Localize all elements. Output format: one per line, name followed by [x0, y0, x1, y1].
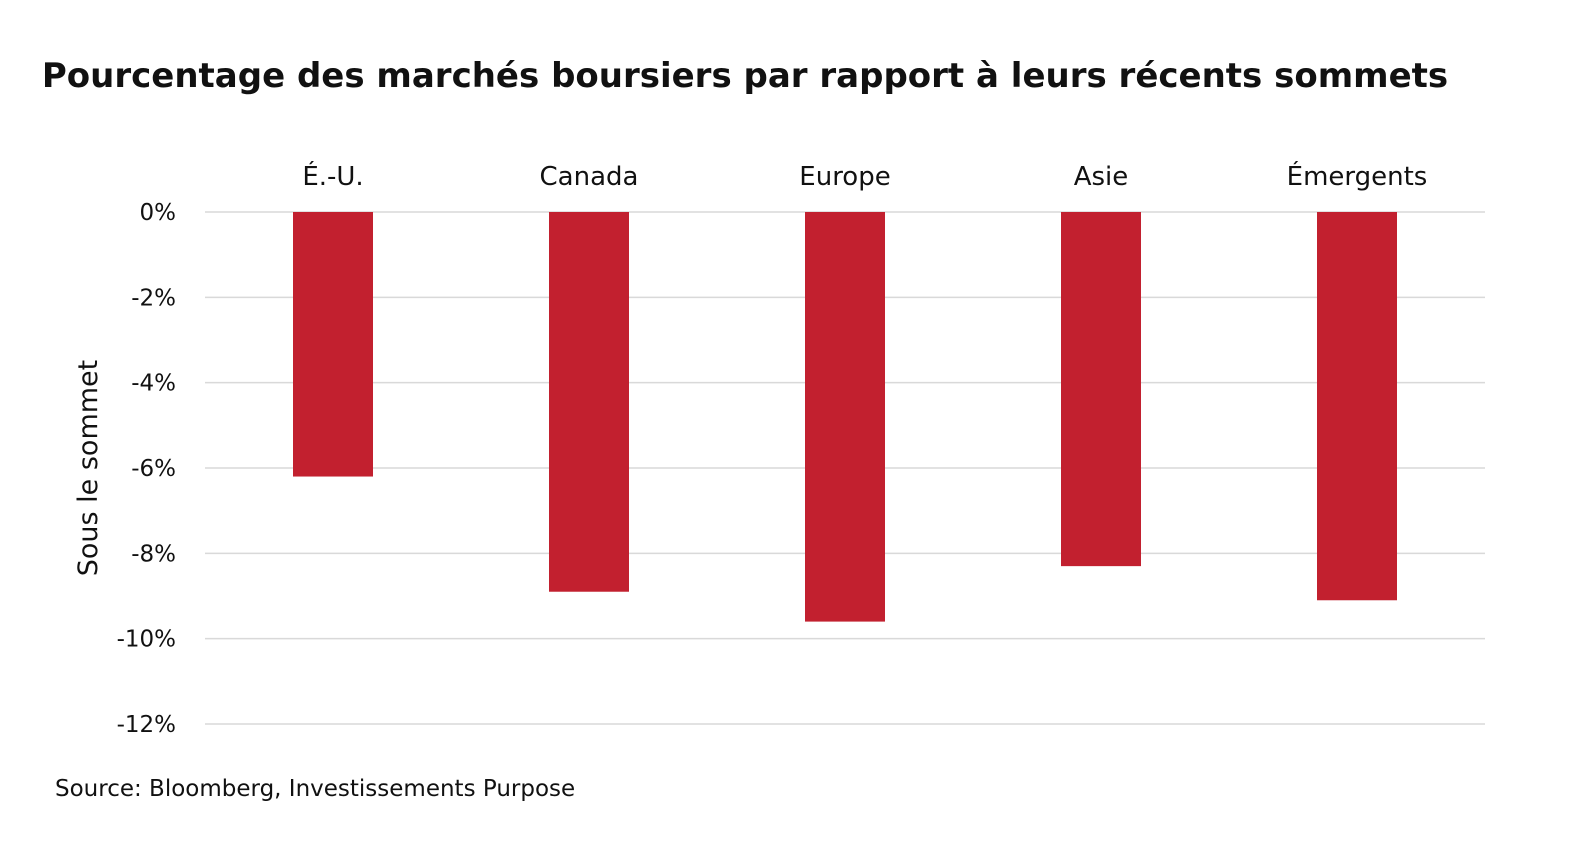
bar — [805, 212, 885, 622]
bar — [1317, 212, 1397, 601]
category-labels: É.-U. Canada Europe Asie Émergents — [302, 160, 1427, 192]
y-axis-label: Sous le sommet — [73, 360, 104, 577]
bar — [293, 212, 373, 477]
y-tick-label: -6% — [131, 456, 176, 482]
category-label: Asie — [1074, 162, 1129, 192]
bar — [1061, 212, 1141, 567]
category-label: É.-U. — [302, 160, 363, 192]
y-tick-labels: 0% -2% -4% -6% -8% -10% -12% — [117, 200, 176, 738]
y-tick-label: -2% — [131, 285, 176, 311]
y-tick-label: -12% — [117, 712, 176, 738]
bars — [293, 212, 1397, 622]
source-note: Source: Bloomberg, Investissements Purpo… — [55, 776, 576, 802]
y-tick-label: -8% — [131, 541, 176, 567]
y-tick-label: -4% — [131, 371, 176, 397]
y-tick-label: 0% — [140, 200, 177, 226]
y-tick-label: -10% — [117, 627, 176, 653]
bar — [549, 212, 629, 592]
category-label: Europe — [799, 162, 890, 192]
category-label: Émergents — [1287, 160, 1428, 192]
category-label: Canada — [540, 162, 639, 192]
chart-title: Pourcentage des marchés boursiers par ra… — [41, 56, 1449, 96]
